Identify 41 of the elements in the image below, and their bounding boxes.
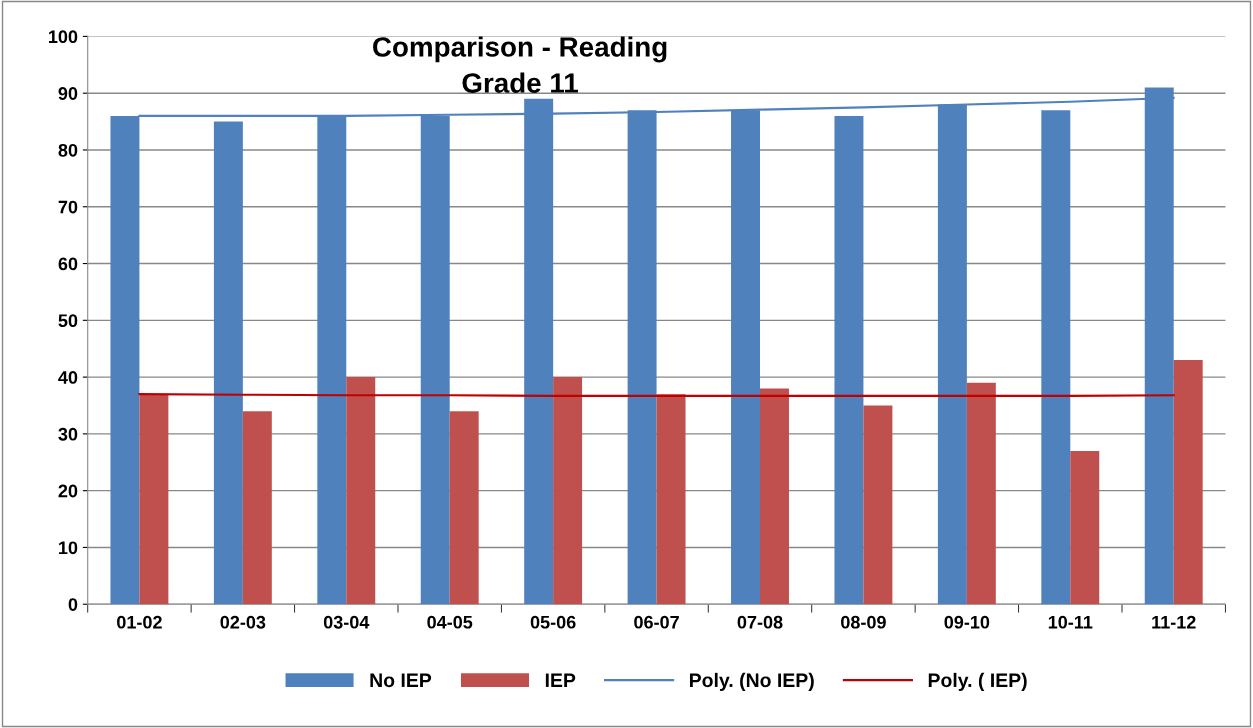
x-tick-label: 07-08	[737, 615, 783, 629]
bar	[139, 394, 169, 605]
bar	[1041, 110, 1071, 605]
bar	[553, 377, 583, 605]
x-tick-label: 03-04	[323, 615, 370, 629]
x-tick-label: 10-11	[1048, 615, 1093, 629]
x-tick-label: 05-06	[530, 615, 576, 629]
y-tick-label: 10	[59, 541, 78, 555]
text: Comparison - Reading Grade 11	[373, 36, 667, 93]
bar	[834, 115, 864, 605]
bar	[1173, 360, 1203, 605]
bar	[449, 411, 479, 605]
y-tick-label: 60	[58, 257, 78, 271]
bar	[213, 121, 243, 605]
x-tick-label: 01-02	[117, 615, 162, 629]
y-tick-label: 40	[58, 371, 78, 384]
y-tick-label: 50	[58, 314, 78, 328]
legend-label: No IEP	[370, 673, 432, 688]
bar	[656, 394, 686, 605]
bar	[760, 388, 789, 605]
y-tick-label: 30	[58, 427, 78, 441]
x-tick-label: 08-09	[841, 615, 886, 629]
bar	[346, 377, 376, 605]
legend-label: Poly. ( IEP)	[928, 672, 1027, 691]
bar	[863, 405, 893, 605]
y-tick-label: 100	[49, 30, 78, 44]
x-tick-label: 09-10	[944, 615, 990, 629]
x-tick-label: 11-12	[1152, 615, 1196, 629]
y-tick-label: 80	[58, 143, 78, 157]
bar	[242, 411, 272, 605]
y-tick-label: 90	[58, 87, 78, 100]
x-tick-label: 06-07	[634, 615, 679, 629]
y-tick-label: 0	[68, 598, 78, 611]
x-tick-label: 04-05	[427, 615, 473, 629]
y-tick-label: 20	[58, 484, 78, 498]
x-tick-label: 02-03	[220, 615, 266, 629]
legend-label: IEP	[545, 673, 576, 687]
bar	[1070, 450, 1100, 605]
legend-label: Poly. (No IEP)	[689, 672, 814, 691]
bar	[966, 382, 996, 605]
y-tick-label: 70	[58, 200, 78, 214]
